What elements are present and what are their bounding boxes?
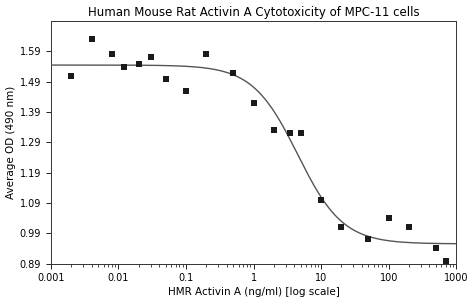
Point — [442, 258, 449, 263]
Point — [67, 73, 75, 78]
Point — [385, 216, 392, 221]
Point — [88, 37, 95, 42]
Point — [108, 52, 116, 57]
Title: Human Mouse Rat Activin A Cytotoxicity of MPC-11 cells: Human Mouse Rat Activin A Cytotoxicity o… — [88, 5, 419, 18]
X-axis label: HMR Activin A (ng/ml) [log scale]: HMR Activin A (ng/ml) [log scale] — [168, 288, 339, 298]
Point — [202, 52, 210, 57]
Point — [182, 88, 190, 93]
Point — [432, 246, 440, 251]
Point — [270, 128, 278, 133]
Y-axis label: Average OD (490 nm): Average OD (490 nm) — [6, 86, 16, 199]
Point — [147, 55, 155, 60]
Point — [162, 76, 170, 81]
Point — [337, 225, 345, 230]
Point — [135, 61, 143, 66]
Point — [286, 131, 294, 136]
Point — [250, 101, 257, 105]
Point — [365, 237, 372, 242]
Point — [229, 70, 237, 75]
Point — [317, 198, 325, 202]
Point — [405, 225, 413, 230]
Point — [297, 131, 305, 136]
Point — [120, 64, 128, 69]
